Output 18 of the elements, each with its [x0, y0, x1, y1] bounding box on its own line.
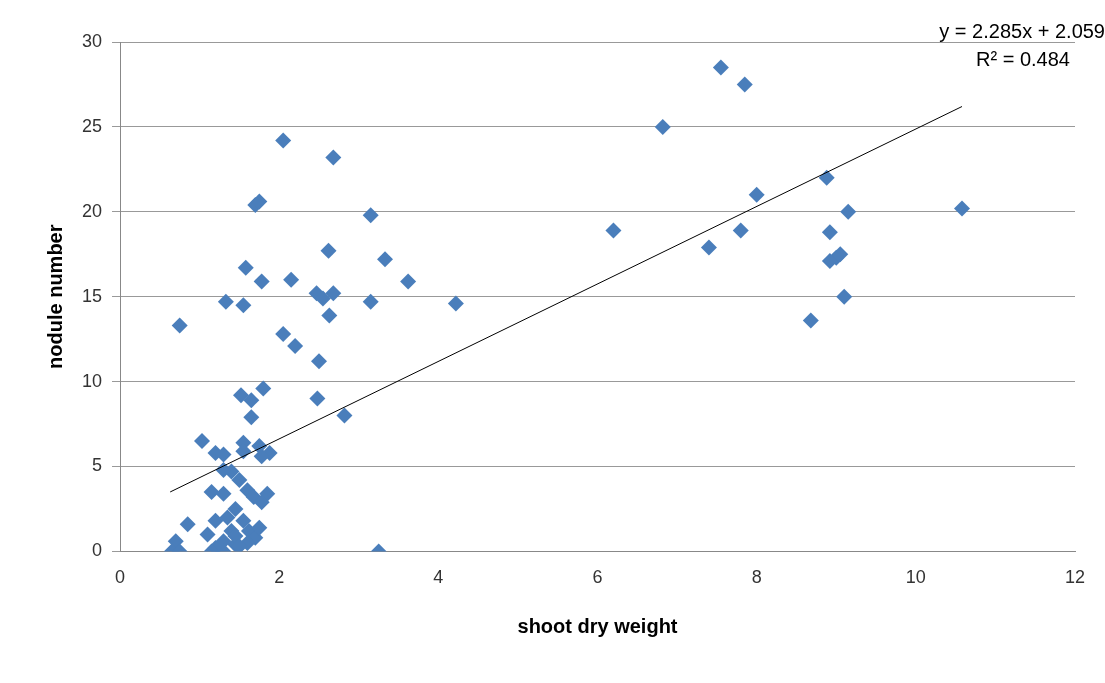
- x-axis-title: shoot dry weight: [517, 614, 678, 637]
- x-tick-label: 8: [751, 567, 762, 588]
- x-tick-label: 0: [115, 567, 126, 588]
- y-tick-label: 0: [92, 540, 103, 561]
- x-tick-label: 4: [433, 567, 444, 588]
- y-tick-label: 15: [81, 285, 103, 306]
- x-tick-label: 2: [274, 567, 285, 588]
- y-tick-label: 30: [81, 30, 103, 51]
- text: y = 2.285x + 2.059: [939, 19, 1105, 42]
- y-tick-label: 20: [81, 200, 103, 221]
- x-tick-label: 6: [592, 567, 603, 588]
- annotation: R² = 0.484: [976, 47, 1070, 70]
- y-tick-label: 5: [92, 455, 103, 476]
- y-tick-label: 10: [81, 370, 103, 391]
- x-tick-label: 12: [1064, 567, 1086, 588]
- y-tick-label: 25: [81, 115, 103, 136]
- y-axis-title: nodule number: [43, 224, 66, 369]
- x-tick-label: 10: [905, 567, 926, 588]
